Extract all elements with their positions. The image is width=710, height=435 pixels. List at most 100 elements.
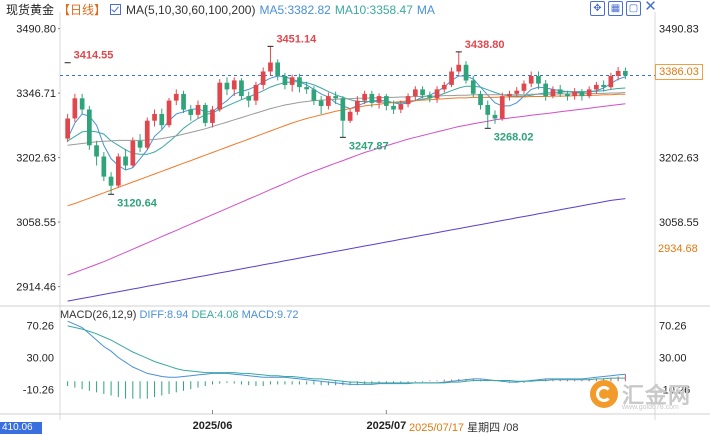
candle — [623, 67, 628, 80]
candle-body — [478, 93, 483, 106]
candle-body — [268, 62, 273, 72]
right-price-tick: 3490.83 — [659, 24, 699, 36]
candle-body — [282, 76, 288, 85]
right-axis-extra-label: 2934.68 — [658, 243, 698, 255]
candle — [608, 72, 614, 90]
candle-body — [130, 140, 136, 166]
candle — [304, 81, 309, 94]
ma-checkbox-icon[interactable] — [110, 4, 122, 15]
candle-body — [492, 114, 498, 119]
candle — [275, 59, 280, 81]
candle-body — [239, 80, 244, 97]
candle — [586, 86, 592, 99]
candle — [391, 100, 396, 114]
candle — [543, 79, 548, 101]
candle — [470, 75, 476, 97]
candle-body — [246, 96, 252, 101]
candle-body — [159, 114, 165, 126]
macd-right-tick: -10.26 — [659, 384, 690, 396]
macd-left-tick: -10.26 — [23, 384, 54, 396]
ma-line-ma200 — [67, 198, 626, 302]
candle-body — [181, 93, 186, 110]
candle-body — [202, 105, 208, 123]
crosshair-date-suffix: /08 — [503, 422, 519, 434]
candle — [195, 100, 201, 119]
close-icon[interactable]: ✕ — [644, 0, 657, 15]
candle — [601, 80, 606, 92]
candle-body — [275, 62, 280, 76]
candle — [478, 90, 483, 110]
candle-body — [594, 84, 599, 90]
candle — [137, 134, 143, 153]
candle — [188, 105, 194, 121]
annotation-label: 3268.02 — [494, 131, 534, 143]
watermark-logo: 汇金网 www.gold678.com — [590, 378, 691, 411]
candle-body — [297, 77, 302, 88]
candle — [282, 72, 288, 90]
candle-body — [550, 89, 556, 97]
macd-panel: 70.26 30.00 -10.26 70.26 30.00 -10.26 — [23, 321, 690, 399]
annotation-label: 3247.87 — [349, 140, 389, 152]
candle — [72, 93, 78, 123]
candle-body — [601, 84, 606, 88]
candle-body — [507, 93, 512, 97]
candle-body — [420, 89, 425, 96]
candle-body — [101, 156, 107, 177]
candle-body — [224, 82, 230, 90]
candle — [144, 117, 150, 150]
candle-body — [166, 100, 172, 126]
candle-body — [514, 90, 520, 94]
candle-body — [116, 156, 121, 186]
expand-icon[interactable]: ✥ — [590, 1, 605, 16]
candle-body — [289, 77, 295, 85]
macd-right-tick: 70.26 — [659, 321, 687, 333]
candle-body — [94, 145, 99, 157]
candle-body — [79, 98, 85, 110]
candle-body — [217, 82, 223, 110]
candle — [398, 100, 404, 114]
candle-body — [72, 98, 78, 119]
candle — [260, 67, 266, 90]
window-icon[interactable]: ▢ — [626, 1, 641, 16]
logo-icon — [590, 380, 618, 408]
candle-body — [137, 140, 143, 148]
ma10-value: MA10:3358.47 — [334, 2, 413, 17]
right-price-tick: 3202.63 — [659, 153, 699, 165]
candle — [340, 96, 346, 138]
candle-body — [470, 80, 476, 94]
macd-dea-line — [67, 325, 626, 384]
candle — [514, 87, 520, 97]
annotation-label: 3451.14 — [276, 33, 317, 45]
candle — [355, 96, 360, 115]
candle — [441, 81, 447, 93]
candle — [369, 90, 375, 108]
candle-body — [608, 76, 614, 88]
grid-icon[interactable]: ▦ — [608, 1, 623, 16]
candle-body — [413, 89, 418, 97]
candle — [333, 91, 338, 105]
candle — [434, 86, 440, 103]
candle-body — [369, 93, 375, 103]
candle-body — [188, 109, 194, 115]
candle — [420, 86, 425, 99]
candle-body — [449, 71, 454, 85]
candle-body — [528, 76, 534, 84]
ma-line-ma60 — [67, 93, 626, 207]
candle — [427, 91, 433, 103]
candle — [507, 90, 512, 101]
candle — [65, 114, 70, 143]
candle — [579, 88, 585, 101]
candle-body — [485, 105, 491, 115]
chart-header: 现货黄金 【日线】 MA(5,10,30,60,100,200) MA5:338… — [6, 1, 435, 18]
candle-body — [391, 105, 396, 110]
candle-body — [340, 98, 346, 121]
ma-line-ma5 — [67, 75, 626, 171]
cycle-selector[interactable]: 【日线】 — [58, 3, 107, 17]
candle — [210, 105, 215, 128]
crosshair-weekday: 星期四 — [467, 422, 501, 434]
candle-body — [311, 89, 317, 101]
candle-body — [521, 83, 527, 91]
x-axis: 2025/06 2025/07 — [193, 410, 406, 432]
candle — [311, 86, 317, 106]
candle-body — [362, 93, 367, 101]
